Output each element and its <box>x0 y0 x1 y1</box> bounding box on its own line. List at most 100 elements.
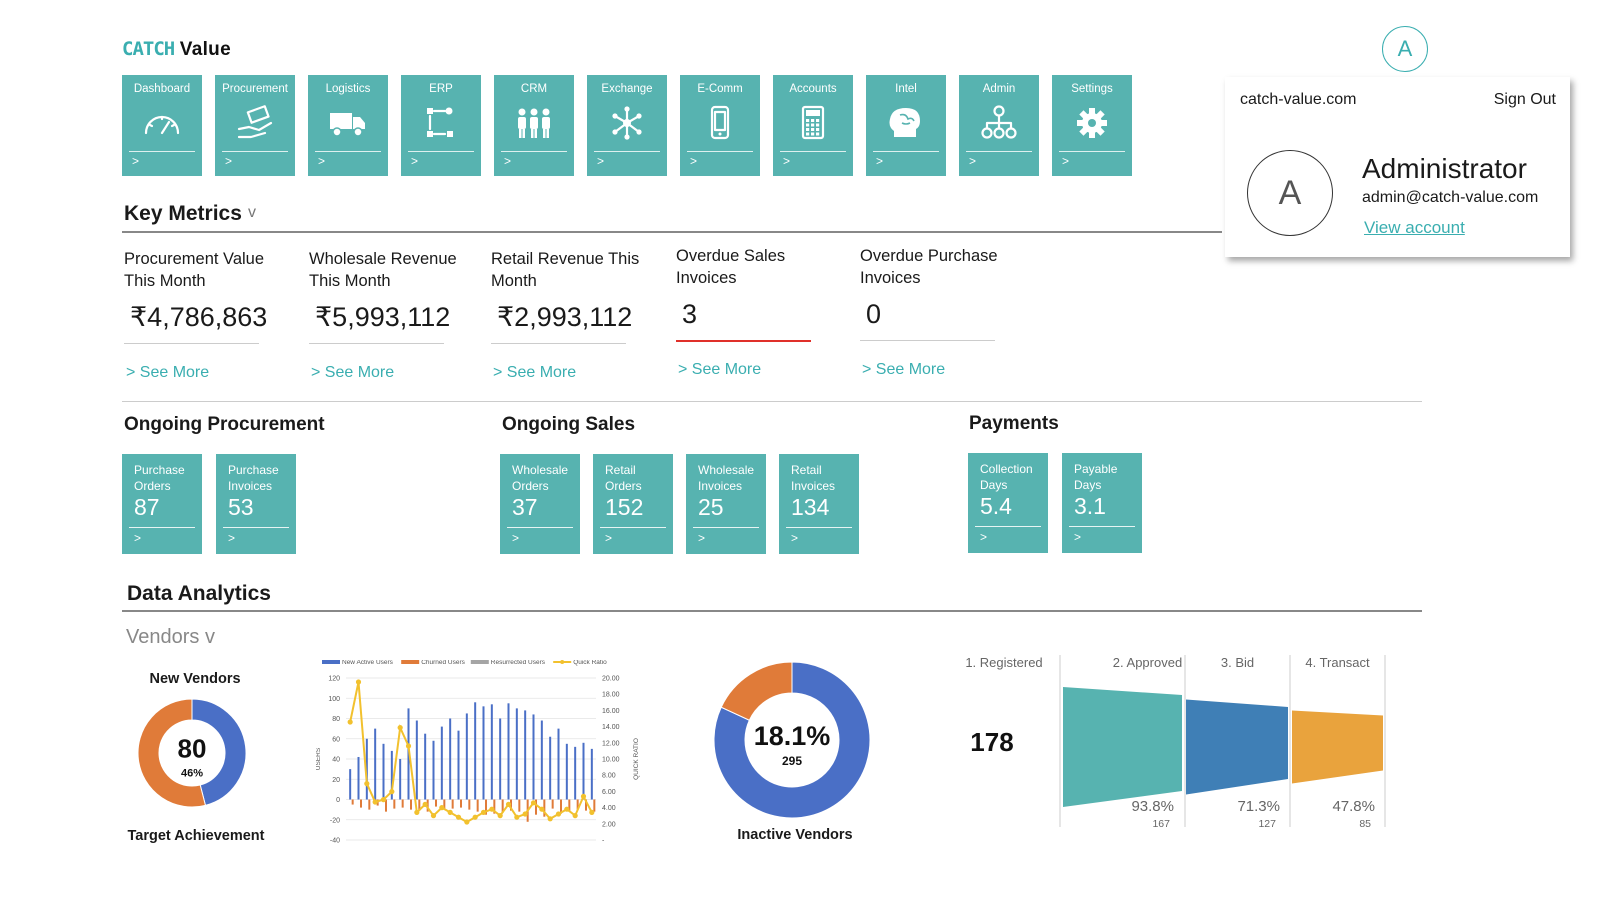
bar-new-active <box>483 706 485 799</box>
svg-text:Churned Users: Churned Users <box>421 660 465 666</box>
y-tick-label: 80 <box>332 716 340 723</box>
nav-tile-arrow[interactable]: > <box>597 154 604 168</box>
key-metrics-title: Key Metrics <box>124 202 242 226</box>
nav-tile-arrow[interactable]: > <box>225 154 232 168</box>
tile-arrow[interactable]: > <box>134 531 141 545</box>
quick-ratio-point <box>564 807 569 812</box>
nav-tile-arrow[interactable]: > <box>969 154 976 168</box>
bar-churned <box>402 800 404 808</box>
see-more-link[interactable]: > See More <box>126 364 209 382</box>
quick-ratio-point <box>348 719 353 724</box>
payments-tile-collection-days[interactable]: Collection Days 5.4 > <box>968 453 1048 553</box>
nav-tile-crm[interactable]: CRM > <box>494 75 574 176</box>
quick-ratio-point <box>589 810 594 815</box>
nav-tile-settings[interactable]: Settings > <box>1052 75 1132 176</box>
funnel-stage-pct: 71.3% <box>1237 798 1280 815</box>
nav-tile-e-comm[interactable]: E-Comm > <box>680 75 760 176</box>
tile-arrow[interactable]: > <box>228 531 235 545</box>
procurement-tile-purchase-invoices[interactable]: Purchase Invoices 53 > <box>216 454 296 554</box>
svg-text:Resurrected Users: Resurrected Users <box>491 660 546 666</box>
vendors-filter-dropdown[interactable]: Vendors v <box>126 626 215 649</box>
quick-ratio-point <box>514 815 519 820</box>
tile-arrow[interactable]: > <box>1074 530 1081 544</box>
truck-icon <box>308 105 388 141</box>
y-tick-label: 60 <box>332 736 340 743</box>
quick-ratio-point <box>364 781 369 786</box>
see-more-link[interactable]: > See More <box>493 364 576 382</box>
nav-tile-exchange[interactable]: Exchange > <box>587 75 667 176</box>
bar-churned <box>477 800 479 812</box>
metric-card: Retail Revenue This Month ₹2,993,112 > See… <box>491 248 651 292</box>
tile-label: Collection Days <box>980 461 1033 493</box>
nav-tile-dashboard[interactable]: Dashboard > <box>122 75 202 176</box>
tile-value: 3.1 <box>1074 493 1106 520</box>
logo-text: Value <box>180 39 231 60</box>
legend-item: Quick Ratio <box>553 660 607 666</box>
tile-label-line2: Orders <box>134 478 185 494</box>
user-avatar-button[interactable]: A <box>1382 26 1428 72</box>
nav-tile-arrow[interactable]: > <box>876 154 883 168</box>
tile-label-line2: Orders <box>512 478 568 494</box>
quick-ratio-point <box>531 800 536 805</box>
tile-value: 5.4 <box>980 493 1012 520</box>
view-account-link[interactable]: View account <box>1364 218 1465 238</box>
bar-new-active <box>583 743 585 800</box>
metrics-bottom-divider <box>122 401 1422 402</box>
tile-arrow[interactable]: > <box>980 530 987 544</box>
nav-tile-divider <box>501 151 567 152</box>
tile-label-line1: Retail <box>791 462 835 478</box>
tile-divider <box>600 527 666 528</box>
network-icon <box>587 105 667 141</box>
quick-ratio-point <box>523 811 528 816</box>
workflow-icon <box>401 105 481 141</box>
nav-tile-procurement[interactable]: Procurement > <box>215 75 295 176</box>
nav-tile-arrow[interactable]: > <box>318 154 325 168</box>
see-more-link[interactable]: > See More <box>311 364 394 382</box>
nav-tile-arrow[interactable]: > <box>783 154 790 168</box>
donut-center-value: 80 <box>178 734 207 764</box>
nav-tile-arrow[interactable]: > <box>504 154 511 168</box>
bar-churned <box>552 800 554 809</box>
payments-tile-payable-days[interactable]: Payable Days 3.1 > <box>1062 453 1142 553</box>
y-tick-label: -40 <box>330 838 340 845</box>
data-analytics-divider <box>122 610 1422 612</box>
nav-tile-admin[interactable]: Admin > <box>959 75 1039 176</box>
metric-value: ₹2,993,112 <box>497 302 632 333</box>
nav-tile-intel[interactable]: Intel > <box>866 75 946 176</box>
tile-arrow[interactable]: > <box>512 531 519 545</box>
sales-tile-retail-invoices[interactable]: Retail Invoices 134 > <box>779 454 859 554</box>
sign-out-button[interactable]: Sign Out <box>1494 91 1556 109</box>
quick-ratio-point <box>539 807 544 812</box>
tile-value: 25 <box>698 494 724 521</box>
legend-item: Resurrected Users <box>471 660 546 666</box>
brain-icon <box>866 105 946 141</box>
nav-tile-divider <box>222 151 288 152</box>
sales-tile-wholesale-invoices[interactable]: Wholesale Invoices 25 > <box>686 454 766 554</box>
ongoing-sales-title: Ongoing Sales <box>502 414 635 436</box>
funnel-stage-count: 85 <box>1359 818 1371 830</box>
procurement-tile-purchase-orders[interactable]: Purchase Orders 87 > <box>122 454 202 554</box>
nav-tile-accounts[interactable]: Accounts > <box>773 75 853 176</box>
tile-label-line1: Retail <box>605 462 642 478</box>
tile-label-line1: Wholesale <box>698 462 754 478</box>
nav-tile-arrow[interactable]: > <box>411 154 418 168</box>
nav-tile-erp[interactable]: ERP > <box>401 75 481 176</box>
see-more-link[interactable]: > See More <box>862 361 945 379</box>
y2-tick-label: - <box>602 838 605 845</box>
target-achievement-caption: Target Achievement <box>118 828 274 844</box>
y2-tick-label: 10.00 <box>602 757 620 764</box>
tile-arrow[interactable]: > <box>791 531 798 545</box>
nav-tile-logistics[interactable]: Logistics > <box>308 75 388 176</box>
sales-tile-wholesale-orders[interactable]: Wholesale Orders 37 > <box>500 454 580 554</box>
key-metrics-chevron-icon[interactable]: v <box>248 204 256 222</box>
bar-new-active <box>533 714 535 799</box>
tile-arrow[interactable]: > <box>698 531 705 545</box>
quick-ratio-point <box>581 794 586 799</box>
nav-tile-arrow[interactable]: > <box>690 154 697 168</box>
bar-new-active <box>416 721 418 800</box>
nav-tile-arrow[interactable]: > <box>132 154 139 168</box>
sales-tile-retail-orders[interactable]: Retail Orders 152 > <box>593 454 673 554</box>
tile-arrow[interactable]: > <box>605 531 612 545</box>
see-more-link[interactable]: > See More <box>678 361 761 379</box>
nav-tile-arrow[interactable]: > <box>1062 154 1069 168</box>
